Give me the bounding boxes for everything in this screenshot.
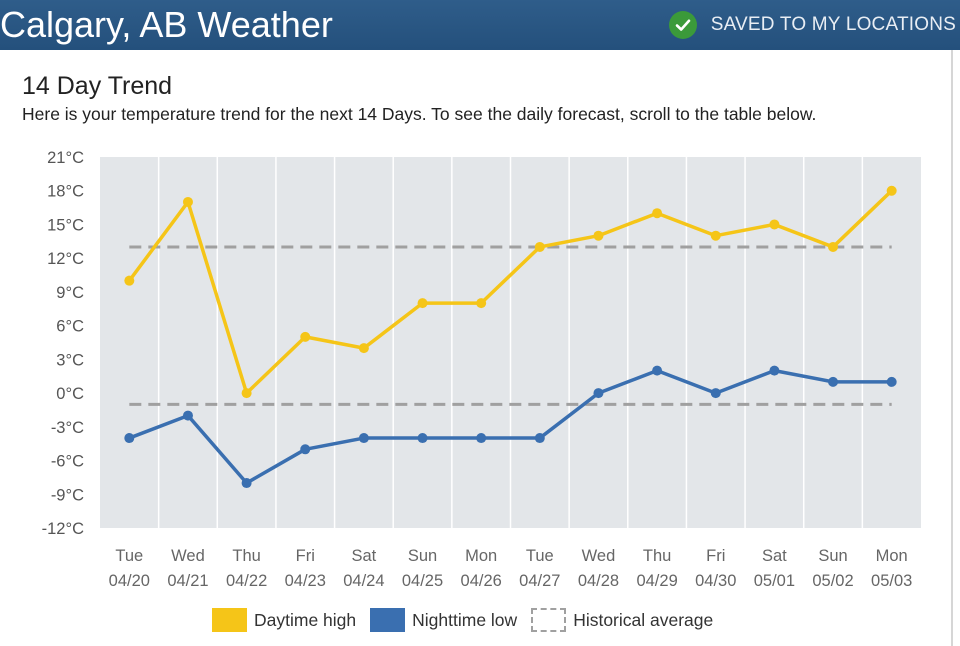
y-tick-label: 21°C bbox=[47, 149, 84, 167]
x-tick-date: 05/02 bbox=[812, 572, 853, 590]
y-tick-label: -9°C bbox=[51, 486, 84, 504]
data-point-high bbox=[476, 298, 487, 309]
data-point-high bbox=[593, 230, 604, 241]
series-line-high bbox=[127, 188, 894, 395]
y-tick-label: 6°C bbox=[56, 318, 84, 336]
data-point-low bbox=[476, 433, 487, 444]
data-point-low bbox=[417, 433, 428, 444]
x-tick-date: 04/27 bbox=[519, 572, 560, 590]
data-point-high bbox=[182, 196, 193, 207]
saved-locations-button[interactable]: SAVED TO MY LOCATIONS bbox=[668, 11, 956, 39]
x-tick-day: Sun bbox=[408, 547, 437, 565]
series-line-low bbox=[127, 368, 894, 485]
data-point-high bbox=[358, 343, 369, 354]
legend-item-average[interactable]: Historical average bbox=[531, 608, 713, 632]
data-point-low bbox=[710, 388, 721, 399]
data-point-low bbox=[241, 478, 252, 489]
data-point-high bbox=[534, 241, 545, 252]
x-tick-date: 04/26 bbox=[461, 572, 502, 590]
chart-legend: Daytime high Nighttime low Historical av… bbox=[212, 608, 727, 632]
x-tick-day: Wed bbox=[171, 547, 205, 565]
data-point-low bbox=[358, 433, 369, 444]
y-tick-label: -6°C bbox=[51, 453, 84, 471]
data-point-low bbox=[182, 410, 193, 421]
data-point-low bbox=[593, 388, 604, 399]
data-point-low bbox=[300, 444, 311, 455]
y-tick-label: -12°C bbox=[42, 520, 84, 538]
data-point-low bbox=[769, 365, 780, 376]
x-tick-day: Thu bbox=[643, 547, 671, 565]
legend-swatch-average bbox=[531, 608, 567, 632]
data-point-low bbox=[652, 365, 663, 376]
legend-swatch-high bbox=[212, 608, 247, 632]
data-point-high bbox=[769, 219, 780, 230]
legend-item-low[interactable]: Nighttime low bbox=[370, 608, 517, 632]
legend-label-average: Historical average bbox=[573, 609, 714, 630]
page-header: Calgary, AB Weather SAVED TO MY LOCATION… bbox=[0, 0, 960, 50]
page-title: Calgary, AB Weather bbox=[0, 4, 333, 45]
data-point-high bbox=[652, 208, 663, 219]
section-title: 14 Day Trend bbox=[22, 72, 173, 100]
data-point-high bbox=[710, 230, 721, 241]
y-tick-label: 3°C bbox=[56, 351, 84, 369]
x-tick-date: 05/01 bbox=[754, 572, 795, 590]
y-tick-label: 0°C bbox=[56, 385, 84, 403]
data-point-high bbox=[417, 298, 428, 309]
data-point-low bbox=[124, 433, 135, 444]
x-tick-date: 05/03 bbox=[871, 572, 912, 590]
x-tick-date: 04/30 bbox=[695, 572, 736, 590]
y-tick-label: 18°C bbox=[47, 183, 84, 201]
data-point-high bbox=[300, 331, 311, 342]
x-tick-day: Mon bbox=[876, 547, 908, 565]
x-tick-day: Mon bbox=[465, 547, 497, 565]
data-point-high bbox=[828, 241, 839, 252]
x-tick-date: 04/29 bbox=[636, 572, 677, 590]
x-tick-day: Sun bbox=[818, 547, 847, 565]
legend-item-high[interactable]: Daytime high bbox=[212, 608, 356, 632]
y-tick-label: 9°C bbox=[56, 284, 84, 302]
x-tick-day: Sat bbox=[352, 547, 377, 565]
x-tick-date: 04/23 bbox=[285, 572, 326, 590]
data-point-high bbox=[886, 185, 897, 196]
x-tick-day: Thu bbox=[232, 547, 260, 565]
x-tick-date: 04/28 bbox=[578, 572, 619, 590]
data-point-high bbox=[241, 388, 252, 399]
data-point-low bbox=[828, 376, 839, 387]
x-tick-day: Fri bbox=[296, 547, 315, 565]
x-tick-date: 04/20 bbox=[109, 572, 150, 590]
y-tick-label: -3°C bbox=[51, 419, 84, 437]
section-subtitle: Here is your temperature trend for the n… bbox=[22, 104, 817, 124]
legend-label-high: Daytime high bbox=[254, 609, 357, 630]
x-tick-date: 04/21 bbox=[167, 572, 208, 590]
x-tick-date: 04/22 bbox=[226, 572, 267, 590]
x-tick-day: Fri bbox=[706, 547, 725, 565]
data-point-high bbox=[124, 275, 135, 286]
data-point-low bbox=[886, 376, 897, 387]
saved-label: SAVED TO MY LOCATIONS bbox=[710, 14, 956, 35]
check-circle-icon bbox=[668, 11, 697, 39]
y-tick-label: 12°C bbox=[47, 250, 84, 268]
panel-divider bbox=[951, 50, 953, 646]
legend-label-low: Nighttime low bbox=[412, 609, 518, 630]
data-point-low bbox=[534, 433, 545, 444]
x-tick-date: 04/25 bbox=[402, 572, 443, 590]
x-tick-day: Tue bbox=[115, 547, 143, 565]
x-tick-day: Sat bbox=[762, 547, 787, 565]
x-tick-day: Wed bbox=[582, 547, 616, 565]
y-tick-label: 15°C bbox=[47, 216, 84, 234]
x-tick-day: Tue bbox=[526, 547, 554, 565]
x-tick-date: 04/24 bbox=[343, 572, 384, 590]
legend-swatch-low bbox=[370, 608, 406, 632]
